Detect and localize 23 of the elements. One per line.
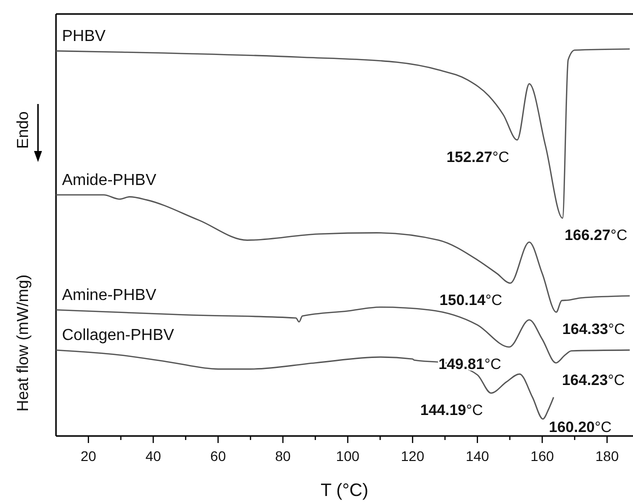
- annotation: 160.20°C: [548, 419, 612, 436]
- x-tick-label: 80: [275, 448, 291, 464]
- series-label: Amine-PHBV: [62, 286, 157, 304]
- annotation: 144.19°C: [420, 402, 484, 420]
- series-label: Amide-PHBV: [62, 172, 157, 189]
- annotation: 152.27°C: [446, 148, 510, 166]
- annotation: 164.33°C: [562, 321, 626, 338]
- x-tick-label: 160: [530, 448, 554, 464]
- annotation: 164.23°C: [562, 372, 625, 389]
- x-tick-label: 100: [336, 448, 360, 464]
- x-axis-title: T (°C): [320, 480, 368, 500]
- annotation: 166.27°C: [564, 227, 628, 244]
- x-tick-label: 140: [466, 448, 490, 464]
- x-tick-label: 40: [145, 448, 162, 464]
- series-label: Collagen-PHBV: [62, 327, 174, 344]
- y-axis-title: Heat flow (mW/mg): [15, 274, 32, 412]
- text: Endo: [15, 111, 32, 149]
- x-tick-label: 20: [80, 448, 96, 464]
- x-tick-label: 180: [595, 448, 619, 464]
- annotation: 150.14°C: [440, 292, 502, 310]
- series-label: PHBV: [62, 28, 106, 45]
- x-tick-label: 120: [400, 448, 424, 464]
- x-tick-label: 60: [210, 448, 226, 464]
